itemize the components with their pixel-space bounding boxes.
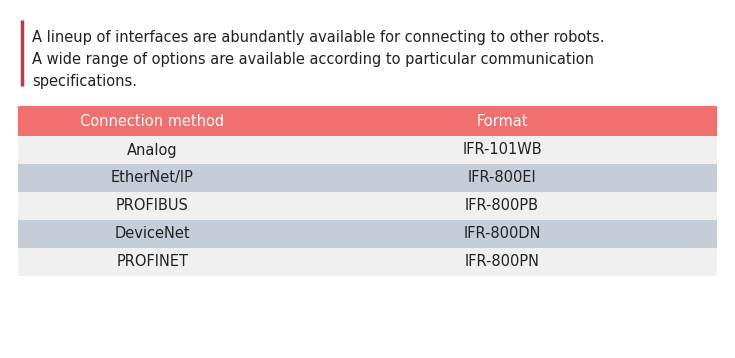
Text: A wide range of options are available according to particular communication: A wide range of options are available ac… — [32, 52, 594, 67]
Bar — [18, 192, 717, 220]
Text: Connection method: Connection method — [81, 113, 225, 129]
Text: Analog: Analog — [127, 142, 178, 158]
Text: A lineup of interfaces are abundantly available for connecting to other robots.: A lineup of interfaces are abundantly av… — [32, 30, 604, 45]
Text: specifications.: specifications. — [32, 74, 137, 89]
Bar — [18, 136, 717, 164]
Bar — [18, 106, 717, 136]
Text: EtherNet/IP: EtherNet/IP — [111, 170, 194, 185]
Text: PROFINET: PROFINET — [117, 255, 189, 270]
Text: IFR-800DN: IFR-800DN — [463, 227, 541, 242]
Text: IFR-800EI: IFR-800EI — [467, 170, 537, 185]
Bar — [18, 164, 717, 192]
Text: IFR-800PB: IFR-800PB — [465, 198, 539, 213]
Text: DeviceNet: DeviceNet — [115, 227, 190, 242]
Text: Format: Format — [476, 113, 528, 129]
Text: PROFIBUS: PROFIBUS — [116, 198, 189, 213]
Text: IFR-101WB: IFR-101WB — [462, 142, 542, 158]
Bar — [18, 248, 717, 276]
Bar — [18, 220, 717, 248]
Text: IFR-800PN: IFR-800PN — [465, 255, 539, 270]
